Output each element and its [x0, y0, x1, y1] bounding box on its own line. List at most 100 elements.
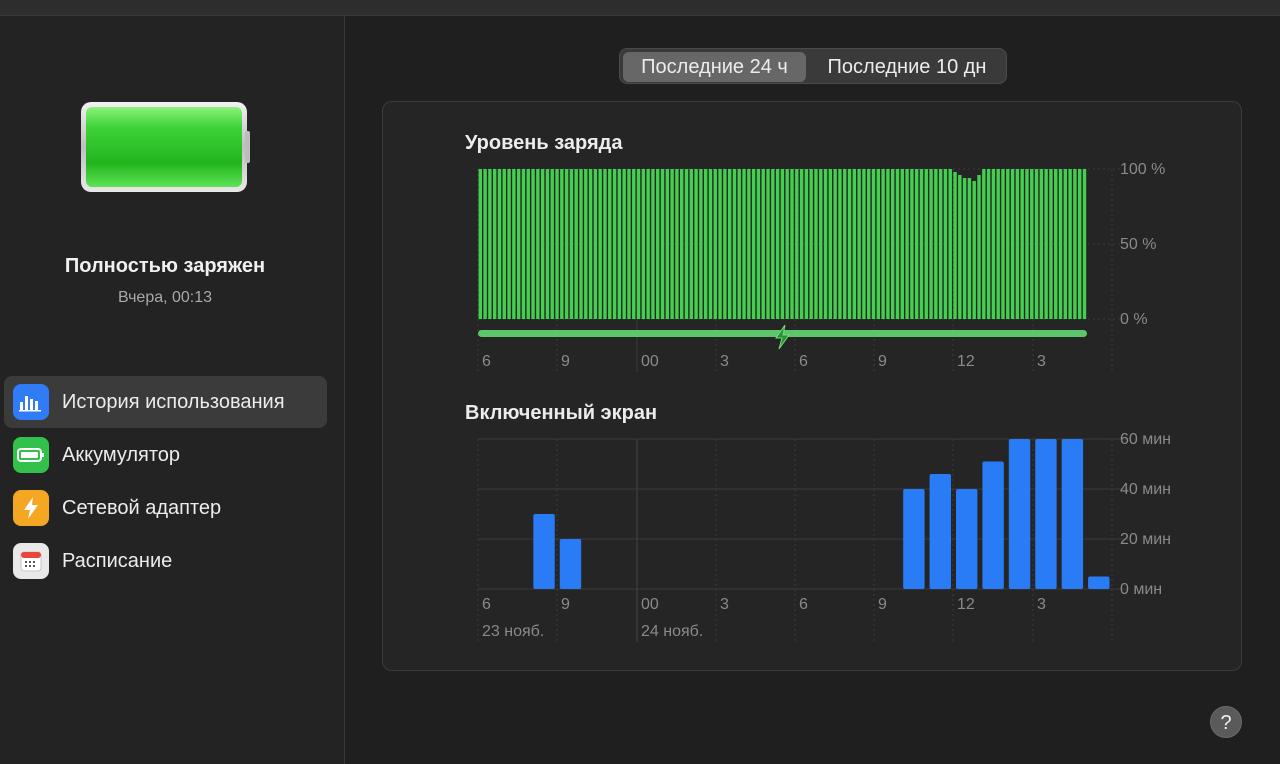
charge-bar	[737, 169, 741, 319]
tab-last-24-hours[interactable]: Последние 24 ч	[623, 52, 806, 82]
y-tick-label: 0 мин	[1120, 581, 1162, 598]
charge-bar	[665, 169, 670, 319]
charge-bar	[895, 169, 900, 319]
x-tick-label: 00	[641, 596, 659, 613]
charge-bar	[684, 169, 689, 319]
charge-bar	[569, 169, 574, 319]
charge-bar	[804, 169, 809, 319]
y-tick-label: 60 мин	[1120, 431, 1171, 448]
charge-bar	[617, 169, 622, 319]
x-tick-label: 9	[561, 596, 570, 613]
charge-bar	[612, 169, 617, 319]
charge-bar	[521, 169, 526, 319]
sidebar-item-label: Аккумулятор	[62, 443, 181, 466]
lightning-icon	[775, 324, 790, 350]
help-button[interactable]: ?	[1210, 706, 1242, 738]
charge-bar	[1015, 169, 1020, 319]
sidebar-item-power-adapter[interactable]: Сетевой адаптер	[4, 482, 327, 534]
charge-bar	[713, 169, 717, 319]
charge-bar	[478, 169, 482, 319]
charge-bar	[761, 169, 765, 319]
tab-last-10-days[interactable]: Последние 10 дн	[827, 56, 987, 78]
charge-bar	[847, 169, 852, 319]
screen-on-chart: 60 мин 40 мин 20 мин 0 мин 6 9 00 3 6 9 12 3 23 нояб…	[477, 431, 1171, 642]
charge-bar	[1058, 169, 1063, 319]
charge-bar	[708, 169, 713, 319]
sidebar-item-usage-history[interactable]: История использования	[4, 376, 327, 428]
charge-bar	[526, 169, 530, 319]
charge-bar	[742, 169, 746, 319]
charge-bar	[651, 169, 655, 319]
charge-bar	[938, 169, 943, 319]
battery-icon	[80, 101, 250, 193]
charge-bar	[550, 169, 554, 319]
charge-bar	[1049, 169, 1053, 319]
sidebar-item-label: Сетевой адаптер	[62, 496, 222, 519]
y-tick-label: 40 мин	[1120, 481, 1171, 498]
charge-bar	[929, 169, 933, 319]
sidebar-item-label: Расписание	[62, 549, 173, 572]
charge-bar	[886, 169, 890, 319]
charge-bar	[727, 169, 732, 319]
charge-bar	[608, 169, 612, 319]
charge-bar	[900, 169, 904, 319]
x-tick-label: 9	[878, 353, 887, 370]
charge-bar	[545, 169, 550, 319]
charge-bar	[871, 169, 876, 319]
y-tick-label: 100 %	[1120, 161, 1165, 178]
charge-bar	[962, 178, 967, 319]
charge-bar	[867, 169, 871, 319]
charge-bar	[771, 169, 775, 319]
charge-bar	[828, 169, 833, 319]
charge-bar	[924, 169, 928, 319]
charge-bar	[991, 169, 996, 319]
charge-bar	[579, 169, 583, 319]
screen-time-bar	[903, 489, 925, 589]
charge-bar	[483, 169, 487, 319]
charge-bar	[881, 169, 885, 319]
charge-bar	[512, 169, 516, 319]
charge-bar	[732, 169, 737, 319]
charge-bar	[536, 169, 540, 319]
charge-bar	[588, 169, 593, 319]
charge-bar	[497, 169, 502, 319]
charge-bar	[948, 169, 952, 319]
charge-bar	[934, 169, 938, 319]
charge-bar	[584, 169, 588, 319]
sidebar-item-schedule[interactable]: Расписание	[4, 535, 327, 587]
screen-time-bar	[1061, 439, 1084, 589]
charge-bar	[1039, 169, 1044, 319]
charge-bar	[507, 169, 511, 319]
charge-bar	[1054, 169, 1058, 319]
charge-bar	[843, 169, 847, 319]
x-tick-label: 6	[482, 596, 491, 613]
charge-bar	[958, 175, 962, 319]
charge-bar	[780, 169, 785, 319]
charge-bar	[852, 169, 857, 319]
usage-charts-card: Уровень заряда 100 % 50 % 0 % 6 9 00 3 6 9 12 3 Вк…	[382, 101, 1242, 671]
x-tick-label: 3	[1037, 596, 1046, 613]
x-tick-label: 6	[799, 353, 808, 370]
charge-bar	[670, 169, 674, 319]
charge-bar	[675, 169, 679, 319]
charge-bar	[790, 169, 794, 319]
battery-icon	[13, 437, 49, 473]
x-tick-label: 3	[720, 596, 729, 613]
charge-bar	[1010, 169, 1015, 319]
screen-on-chart-title: Включенный экран	[465, 402, 658, 424]
charge-bar	[492, 169, 497, 319]
date-label: 24 нояб.	[641, 623, 703, 640]
charge-bar	[862, 169, 866, 319]
screen-time-bar	[559, 539, 582, 589]
charge-bar	[598, 169, 602, 319]
lightning-icon	[13, 490, 49, 526]
sidebar-item-battery[interactable]: Аккумулятор	[4, 429, 327, 481]
charge-bar	[1020, 169, 1024, 319]
charge-bar	[747, 169, 751, 319]
charge-bar	[775, 169, 780, 319]
bar-chart-icon	[13, 384, 49, 420]
charge-bar	[1068, 169, 1072, 319]
charge-bar	[910, 169, 914, 319]
x-tick-label: 6	[799, 596, 808, 613]
charge-status-time: Вчера, 00:13	[117, 289, 213, 306]
